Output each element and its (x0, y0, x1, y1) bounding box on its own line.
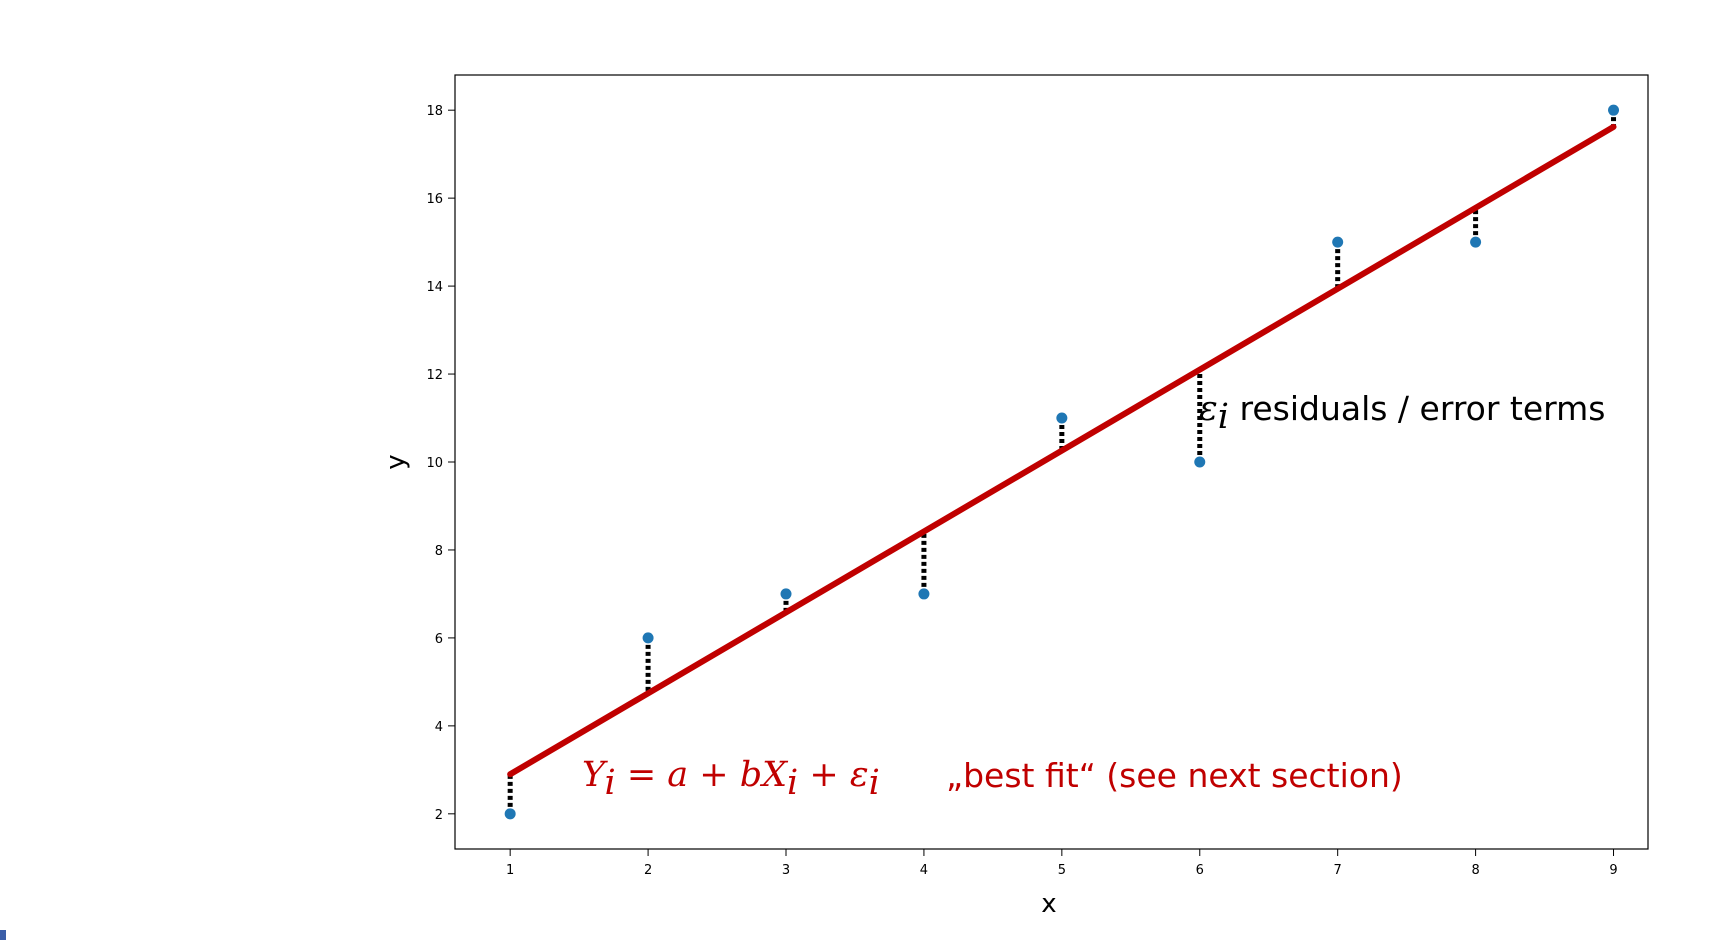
x-tick-label-4: 4 (920, 863, 928, 878)
y-axis-label: y (381, 454, 411, 469)
x-tick-label-9: 9 (1609, 863, 1617, 878)
corner-marker (0, 930, 6, 940)
equation-middle: = a + bX (616, 755, 789, 795)
data-point-8 (1470, 236, 1482, 248)
residuals-text: residuals / error terms (1229, 389, 1606, 428)
plot-frame (454, 74, 1649, 850)
y-tick-label-8: 8 (435, 544, 443, 559)
equation-y: Y (582, 755, 608, 795)
y-tick-label-6: 6 (435, 632, 443, 647)
x-tick-label-3: 3 (782, 863, 790, 878)
x-tick-label-2: 2 (644, 863, 652, 878)
data-point-2 (642, 632, 654, 644)
data-point-9 (1608, 104, 1620, 116)
x-tick-label-6: 6 (1196, 863, 1204, 878)
data-point-1 (504, 808, 516, 820)
regression-equation: Yi = a + bXi + εi (582, 755, 880, 803)
x-tick-label-1: 1 (506, 863, 514, 878)
data-point-3 (780, 588, 792, 600)
equation-sub-1: i (605, 763, 616, 803)
x-axis-label: x (1041, 889, 1056, 919)
best-fit-annotation: „best fit“ (see next section) (946, 756, 1403, 795)
x-tick-label-7: 7 (1334, 863, 1342, 878)
data-point-5 (1056, 412, 1068, 424)
y-tick-label-10: 10 (426, 456, 443, 471)
data-point-6 (1194, 456, 1206, 468)
data-point-4 (918, 588, 930, 600)
data-points (504, 104, 1620, 820)
y-tick-label-18: 18 (426, 104, 443, 119)
data-point-7 (1332, 236, 1344, 248)
y-tick-label-14: 14 (426, 280, 443, 295)
residuals-annotation: εi residuals / error terms (1199, 389, 1606, 437)
x-tick-label-8: 8 (1471, 863, 1479, 878)
fit-line (507, 123, 1617, 778)
y-tick-label-16: 16 (426, 192, 443, 207)
y-tick-label-4: 4 (435, 720, 443, 735)
equation-end: + ε (798, 755, 868, 795)
equation-sub-3: i (869, 763, 880, 803)
y-tick-label-12: 12 (426, 368, 443, 383)
epsilon-subscript: i (1218, 397, 1229, 437)
y-tick-label-2: 2 (435, 808, 443, 823)
residual-lines (507, 110, 1617, 814)
epsilon-symbol: ε (1199, 389, 1218, 429)
x-tick-label-5: 5 (1058, 863, 1066, 878)
equation-sub-2: i (787, 763, 798, 803)
